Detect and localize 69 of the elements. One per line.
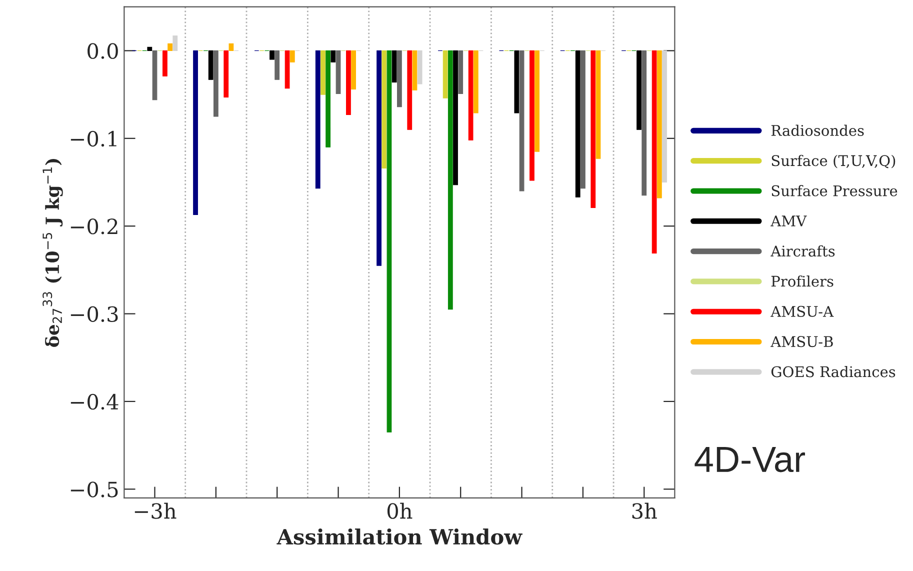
bar <box>534 50 540 152</box>
bar <box>224 50 229 98</box>
bar <box>656 50 662 198</box>
bar <box>326 50 331 148</box>
y-tick-label: −0.3 <box>70 306 118 322</box>
y-tick-label: −0.1 <box>70 130 116 147</box>
bar <box>320 50 326 95</box>
bar <box>407 50 412 130</box>
legend-label: GOES Radiances <box>771 366 896 378</box>
y-tick-label: −0.2 <box>70 218 118 234</box>
bar <box>580 50 586 189</box>
legend-label: Radiosondes <box>771 124 864 136</box>
x-axis-title: Assimilation Window <box>276 528 522 545</box>
bar <box>386 50 392 432</box>
bar <box>351 50 356 90</box>
bar <box>152 50 158 100</box>
bar <box>193 50 198 215</box>
bar <box>147 46 152 51</box>
bar <box>468 50 474 140</box>
bar <box>213 50 218 117</box>
bar <box>270 50 274 60</box>
y-axis-title: δe$_{27}$$^{33}$ (10$^{−5}$ J kg$^{−1}$) <box>42 158 63 347</box>
bar <box>168 43 172 51</box>
legend-label: AMSU-B <box>770 336 833 348</box>
bar <box>396 50 402 108</box>
legend-label: Aircrafts <box>770 245 835 257</box>
bar <box>392 50 397 83</box>
bar <box>473 50 478 114</box>
bar <box>315 50 320 189</box>
bar <box>290 50 295 62</box>
bar <box>652 50 657 254</box>
y-tick-label: −0.5 <box>70 482 118 498</box>
bar <box>575 50 580 198</box>
bar <box>636 50 642 130</box>
bar <box>417 50 422 84</box>
bar <box>442 50 448 98</box>
bar <box>448 50 453 310</box>
bar <box>412 50 418 90</box>
bar <box>162 50 168 76</box>
bar <box>284 50 290 89</box>
x-tick-label: 3h <box>632 502 657 519</box>
bar <box>208 50 214 80</box>
bar <box>458 50 464 94</box>
bar <box>453 50 458 186</box>
bar <box>376 50 382 266</box>
y-tick-label: 0.0 <box>88 43 118 59</box>
bar <box>514 50 520 114</box>
bar <box>530 50 534 181</box>
text: 4D-Var <box>694 447 805 472</box>
legend-label: AMSU-A <box>770 306 834 317</box>
x-tick-label: −3h <box>134 502 176 519</box>
bar <box>662 50 667 183</box>
y-tick-label: −0.4 <box>70 394 118 410</box>
bar <box>596 50 601 159</box>
bar <box>330 50 336 62</box>
bar <box>590 50 596 208</box>
legend-label: Profilers <box>771 275 834 287</box>
bar <box>228 43 234 51</box>
bar <box>519 50 524 192</box>
bar <box>336 50 341 94</box>
bar <box>172 36 178 51</box>
x-tick-label: 0h <box>387 502 412 519</box>
bar <box>382 50 387 168</box>
legend-label: AMV <box>770 216 807 226</box>
bar <box>346 50 351 115</box>
bar <box>642 50 647 196</box>
bar <box>274 50 280 80</box>
legend-label: Surface (T,U,V,Q) <box>772 154 896 168</box>
legend-label: Surface Pressure <box>772 185 898 196</box>
